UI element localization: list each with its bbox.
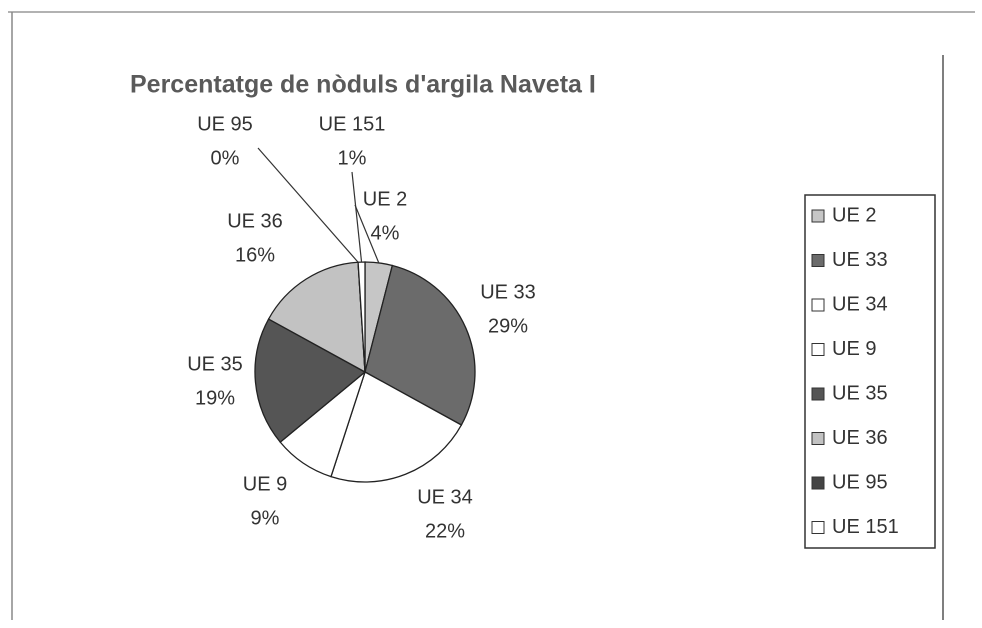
legend-swatch <box>811 254 825 267</box>
leader-line <box>354 204 380 264</box>
slice-value-label: 16% <box>235 244 275 266</box>
slice-label: UE 33 <box>480 281 536 303</box>
legend-label: UE 36 <box>832 427 888 449</box>
slice-value-label: 29% <box>488 315 528 337</box>
slice-label: UE 151 <box>319 113 386 135</box>
pie-slice <box>364 264 476 426</box>
leader-line <box>257 147 359 263</box>
slice-value-label: 22% <box>425 520 465 542</box>
slice-value-label: 19% <box>195 387 235 409</box>
slice-label: UE 36 <box>227 210 283 232</box>
legend-label: UE 35 <box>832 382 888 404</box>
slice-value-label: 9% <box>251 507 280 529</box>
slice-label: UE 2 <box>363 188 407 210</box>
slice-label: UE 35 <box>187 353 243 375</box>
legend-box <box>804 194 936 549</box>
legend-label: UE 2 <box>832 204 876 226</box>
pie-slice <box>330 371 463 483</box>
legend-swatch <box>811 432 825 445</box>
chart-title: Percentatge de nòduls d'argila Naveta I <box>130 71 596 99</box>
legend-swatch <box>811 476 825 490</box>
legend-label: UE 9 <box>832 338 876 360</box>
legend-swatch <box>811 209 825 223</box>
pie-slice <box>267 261 366 374</box>
legend-label: UE 34 <box>832 293 888 315</box>
slice-label: UE 34 <box>417 486 473 508</box>
slice-label: UE 9 <box>243 473 287 495</box>
legend-label: UE 33 <box>832 249 888 271</box>
legend-swatch <box>811 343 825 356</box>
slice-value-label: 4% <box>371 222 400 244</box>
legend-label: UE 151 <box>832 516 899 538</box>
legend-swatch <box>811 387 825 401</box>
legend-swatch <box>811 298 825 312</box>
slice-label: UE 95 <box>197 113 253 135</box>
slice-value-label: 0% <box>211 147 240 169</box>
legend-swatch <box>811 521 825 534</box>
leader-line <box>351 171 363 263</box>
legend-label: UE 95 <box>832 471 888 493</box>
slice-value-label: 1% <box>338 147 367 169</box>
pie-slice <box>254 318 367 444</box>
